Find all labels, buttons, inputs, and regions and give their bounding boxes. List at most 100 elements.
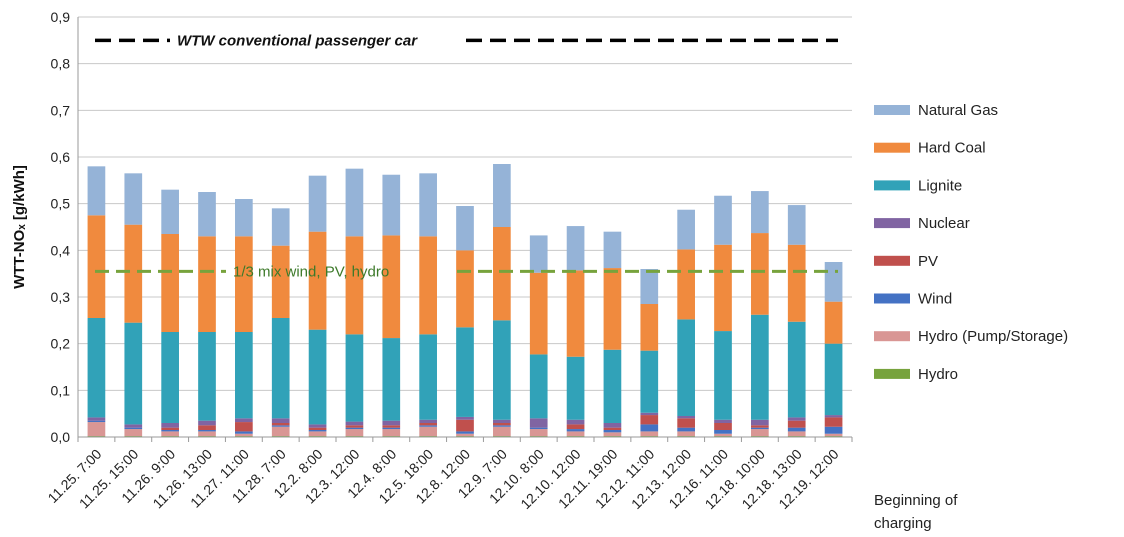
bar-segment-nuclear: [566, 419, 585, 425]
bar-segment-hard-coal: [603, 268, 622, 350]
bar-segment-hydro-pump-storage: [198, 431, 216, 437]
legend-swatch: [874, 142, 910, 153]
bar-segment-pv: [640, 415, 659, 425]
bar-segment-hydro-pump-storage: [419, 426, 437, 437]
reference-line-label: 1/3 mix wind, PV, hydro: [233, 263, 389, 280]
legend-label: Nuclear: [918, 215, 970, 232]
bar-segment-hydro-pump-storage: [493, 426, 511, 437]
bar-segment-natural-gas: [124, 173, 143, 225]
bar-segment-wind: [161, 430, 179, 432]
bar-segment-natural-gas: [493, 164, 511, 227]
bar-segment-natural-gas: [677, 209, 695, 250]
bar-segment-wind: [382, 427, 401, 430]
bar-segment-wind: [345, 427, 364, 430]
bar-segment-hydro-pump-storage: [235, 433, 253, 437]
bar-segment-hard-coal: [124, 224, 143, 323]
bar-segment-natural-gas: [566, 226, 585, 271]
bar-segment-natural-gas: [529, 235, 548, 273]
bar-segment-pv: [824, 417, 843, 427]
bar-segment-lignite: [235, 332, 253, 419]
y-tick-label: 0,2: [51, 336, 71, 352]
bar-segment-hard-coal: [345, 236, 364, 335]
x-axis-note-line-2: charging: [874, 515, 932, 532]
bar-segment-nuclear: [493, 419, 511, 423]
y-tick-label: 0,6: [51, 149, 71, 165]
bar-segment-natural-gas: [787, 205, 806, 245]
bar-segment-hydro-pump-storage: [382, 429, 401, 437]
bar-segment-lignite: [640, 350, 659, 413]
bar-segment-hard-coal: [235, 236, 253, 332]
bar-segment-lignite: [493, 320, 511, 420]
bar-segment-lignite: [87, 318, 106, 418]
bar-segment-hydro-pump-storage: [529, 429, 548, 437]
bar-segment-wind: [456, 431, 474, 434]
bar-segment-wind: [235, 431, 253, 434]
bar-segment-wind: [824, 426, 843, 434]
bar-segment-lignite: [714, 331, 732, 420]
legend-item: PV: [874, 253, 938, 270]
bar-segment-hard-coal: [198, 236, 216, 332]
legend-swatch: [874, 293, 910, 304]
bar-segment-natural-gas: [308, 175, 327, 232]
legend-item: Hard Coal: [874, 140, 986, 157]
bar-segment-hard-coal: [419, 236, 437, 335]
legend-item: Lignite: [874, 177, 962, 194]
bar-segment-nuclear: [271, 418, 290, 423]
bar-segment-hard-coal: [456, 250, 474, 328]
x-axis-note: Beginning of charging: [874, 492, 962, 532]
bar-segment-natural-gas: [382, 174, 401, 236]
bar-segment-wind: [493, 425, 511, 427]
bar-segment-natural-gas: [714, 195, 732, 245]
bar-segment-hard-coal: [382, 235, 401, 339]
bar-segment-lignite: [161, 332, 179, 423]
bar-segment-wind: [529, 427, 548, 430]
bar-segment-natural-gas: [87, 166, 106, 216]
y-tick-label: 0,8: [51, 56, 71, 72]
legend: Natural Gas Hard Coal Lignite Nuclear PV Wind…: [874, 102, 1068, 383]
bar-segment-natural-gas: [345, 168, 364, 237]
bar-segment-lignite: [751, 314, 769, 420]
bar-segment-nuclear: [419, 419, 437, 423]
bar-segment-pv: [235, 422, 253, 432]
bar-segment-wind: [308, 430, 327, 432]
legend-swatch: [874, 180, 910, 191]
bar-segment-lignite: [456, 327, 474, 417]
bar-segment-nuclear: [751, 419, 769, 426]
bar-segment-hydro-pump-storage: [714, 433, 732, 437]
bar-segment-natural-gas: [235, 199, 253, 237]
bar-segment-hard-coal: [640, 304, 659, 351]
bar-segment-pv: [308, 427, 327, 430]
bar-segment-wind: [566, 429, 585, 432]
bar-segment-natural-gas: [271, 208, 290, 246]
bar-segment-nuclear: [161, 423, 179, 428]
legend-item: Nuclear: [874, 215, 970, 232]
legend-swatch: [874, 105, 910, 115]
bar-segment-wind: [271, 425, 290, 427]
bar-segment-pv: [787, 420, 806, 428]
bar-segment-hard-coal: [271, 245, 290, 318]
bar-segment-wind: [751, 427, 769, 430]
y-axis-label: WTT-NOₓ [g/kWh]: [11, 165, 28, 289]
bar-segment-natural-gas: [419, 173, 437, 237]
bar-segment-hard-coal: [87, 215, 106, 318]
axes: [77, 17, 853, 442]
bar-segment-nuclear: [529, 418, 548, 428]
bar-segment-hydro-pump-storage: [308, 431, 327, 437]
bar-segment-nuclear: [345, 421, 364, 426]
bar-segment-hydro-pump-storage: [787, 431, 806, 437]
y-tick-label: 0,4: [51, 242, 71, 258]
bar-segment-hard-coal: [751, 233, 769, 315]
bar-segment-pv: [603, 427, 622, 430]
y-tick-label: 0,1: [51, 382, 71, 398]
y-tick-labels: 0,0 0,1 0,2 0,3 0,4 0,5 0,6 0,7 0,8 0,9: [51, 9, 71, 445]
bars: [87, 164, 843, 437]
bar-segment-hydro-pump-storage: [87, 422, 106, 437]
y-tick-label: 0,0: [51, 429, 71, 445]
bar-segment-wind: [640, 424, 659, 432]
bar-segment-pv: [198, 425, 216, 430]
bar-segment-natural-gas: [161, 189, 179, 234]
bar-segment-lignite: [419, 334, 437, 420]
bar-segment-hard-coal: [493, 227, 511, 321]
bar-segment-wind: [419, 425, 437, 427]
